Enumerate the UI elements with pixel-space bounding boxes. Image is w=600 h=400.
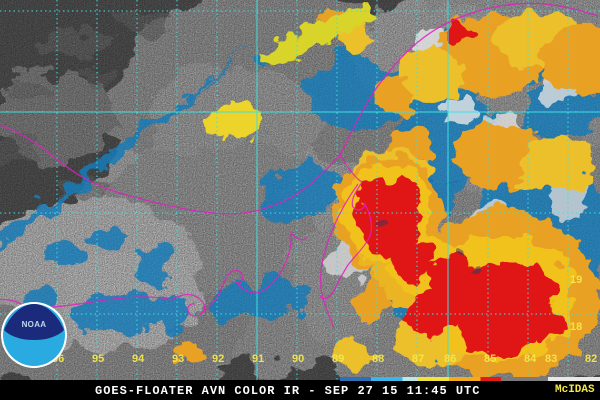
svg-text:83: 83 <box>545 353 557 365</box>
svg-text:84: 84 <box>524 353 537 365</box>
svg-text:19: 19 <box>570 274 582 286</box>
svg-text:90: 90 <box>292 353 304 365</box>
svg-text:86: 86 <box>444 353 456 365</box>
svg-text:85: 85 <box>484 353 496 365</box>
svg-text:82: 82 <box>585 353 597 365</box>
svg-text:NOAA: NOAA <box>22 320 47 329</box>
svg-text:95: 95 <box>92 353 104 365</box>
svg-text:18: 18 <box>570 321 582 333</box>
svg-text:88: 88 <box>372 353 384 365</box>
svg-text:89: 89 <box>332 353 344 365</box>
svg-text:94: 94 <box>132 353 145 365</box>
svg-text:91: 91 <box>252 353 264 365</box>
svg-text:93: 93 <box>172 353 184 365</box>
svg-text:87: 87 <box>412 353 424 365</box>
svg-text:92: 92 <box>212 353 224 365</box>
